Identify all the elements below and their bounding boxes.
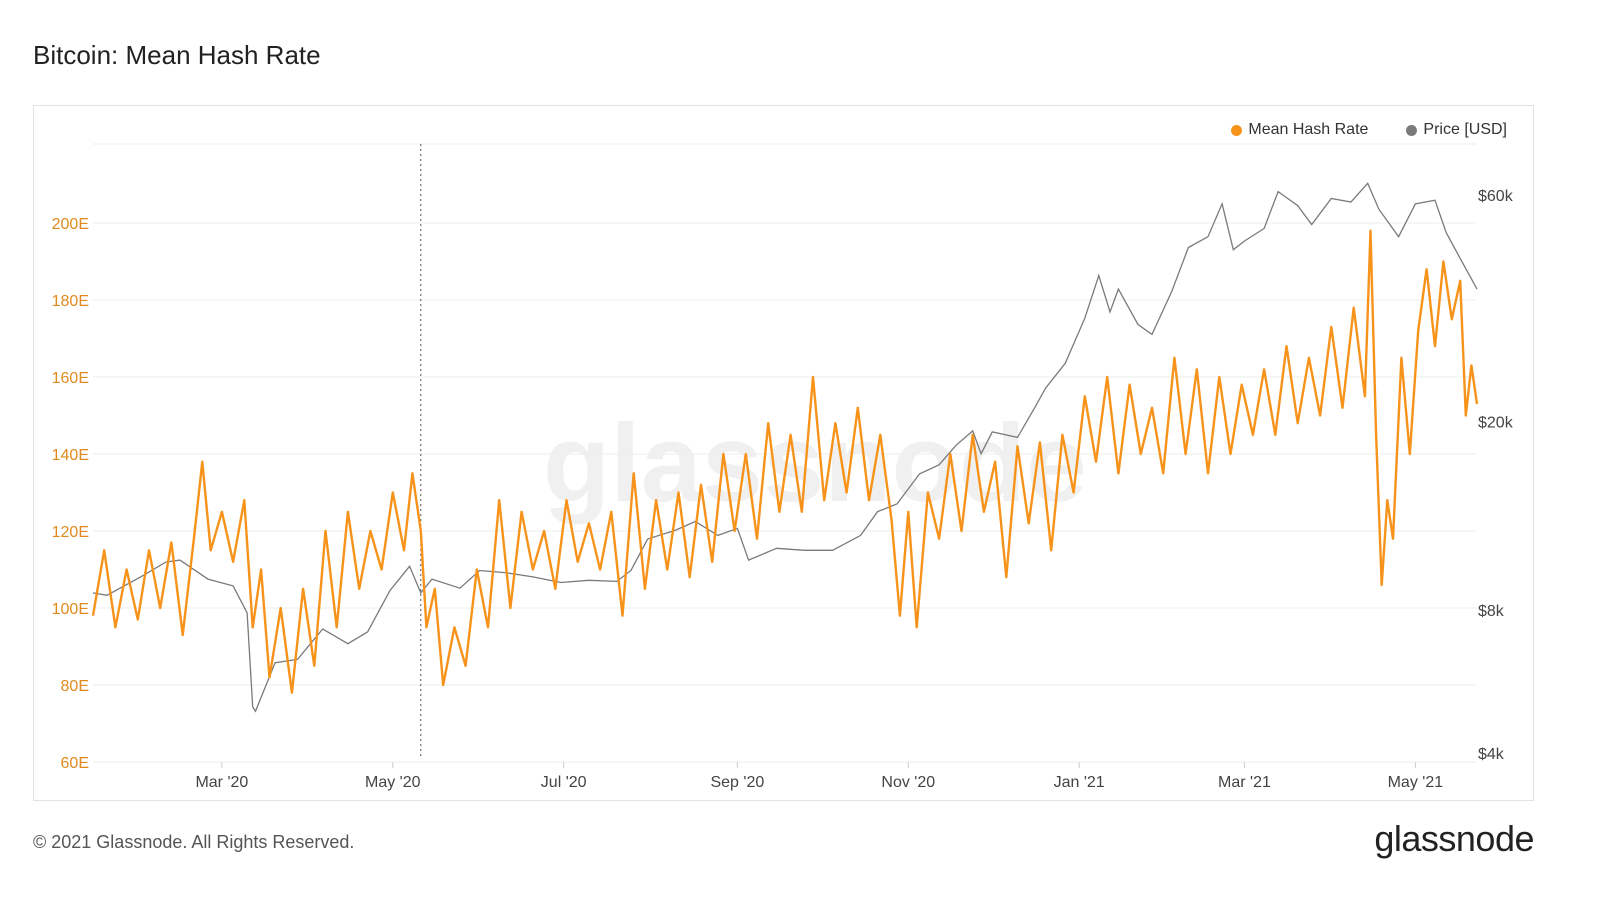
- x-tick-label-2: Jul '20: [541, 774, 587, 791]
- x-tick-label-1: May '20: [365, 774, 421, 791]
- chart-legend: Mean Hash Rate Price [USD]: [1231, 121, 1507, 139]
- y-left-tick-160: 160E: [52, 370, 89, 387]
- legend-label-price: Price [USD]: [1423, 121, 1507, 138]
- y-left-tick-120: 120E: [52, 524, 89, 541]
- chart-card: glassnode 60E 80E 100E 120E 140E 160E 180E 200E $…: [33, 105, 1534, 801]
- page-title: Bitcoin: Mean Hash Rate: [33, 40, 321, 70]
- chart[interactable]: glassnode 60E 80E 100E 120E 140E 160E 180E 200E $…: [34, 106, 1535, 802]
- y-left-tick-60: 60E: [61, 755, 89, 772]
- legend-dot-price: [1406, 124, 1418, 136]
- x-tick-label-4: Nov '20: [881, 774, 935, 791]
- x-tick-label-0: Mar '20: [195, 774, 248, 791]
- legend-label-hash-rate: Mean Hash Rate: [1248, 121, 1369, 138]
- brand-logo[interactable]: glassnode: [1374, 818, 1534, 859]
- y-left-tick-80: 80E: [61, 678, 89, 695]
- y-left-tick-200: 200E: [52, 216, 89, 233]
- x-tick-label-6: Mar '21: [1218, 774, 1271, 791]
- x-tick-label-5: Jan '21: [1054, 774, 1105, 791]
- y-right-tick-2: $20k: [1478, 414, 1514, 431]
- y-left-tick-180: 180E: [52, 293, 89, 310]
- watermark-text: glassnode: [543, 402, 1087, 525]
- series-line-price: [92, 182, 1478, 713]
- x-tick-label-7: May '21: [1388, 774, 1444, 791]
- legend-item-hash-rate[interactable]: Mean Hash Rate: [1231, 121, 1368, 139]
- series-line-hash-rate: [91, 229, 1479, 694]
- legend-item-price[interactable]: Price [USD]: [1406, 121, 1507, 139]
- copyright-text: © 2021 Glassnode. All Rights Reserved.: [33, 832, 355, 852]
- x-tick-label-3: Sep '20: [710, 774, 764, 791]
- y-right-tick-3: $60k: [1478, 188, 1514, 205]
- y-right-tick-1: $8k: [1478, 603, 1505, 620]
- y-left-tick-100: 100E: [52, 601, 89, 618]
- y-right-tick-0: $4k: [1478, 746, 1505, 763]
- y-left-tick-140: 140E: [52, 447, 89, 464]
- legend-dot-hash-rate: [1231, 124, 1243, 136]
